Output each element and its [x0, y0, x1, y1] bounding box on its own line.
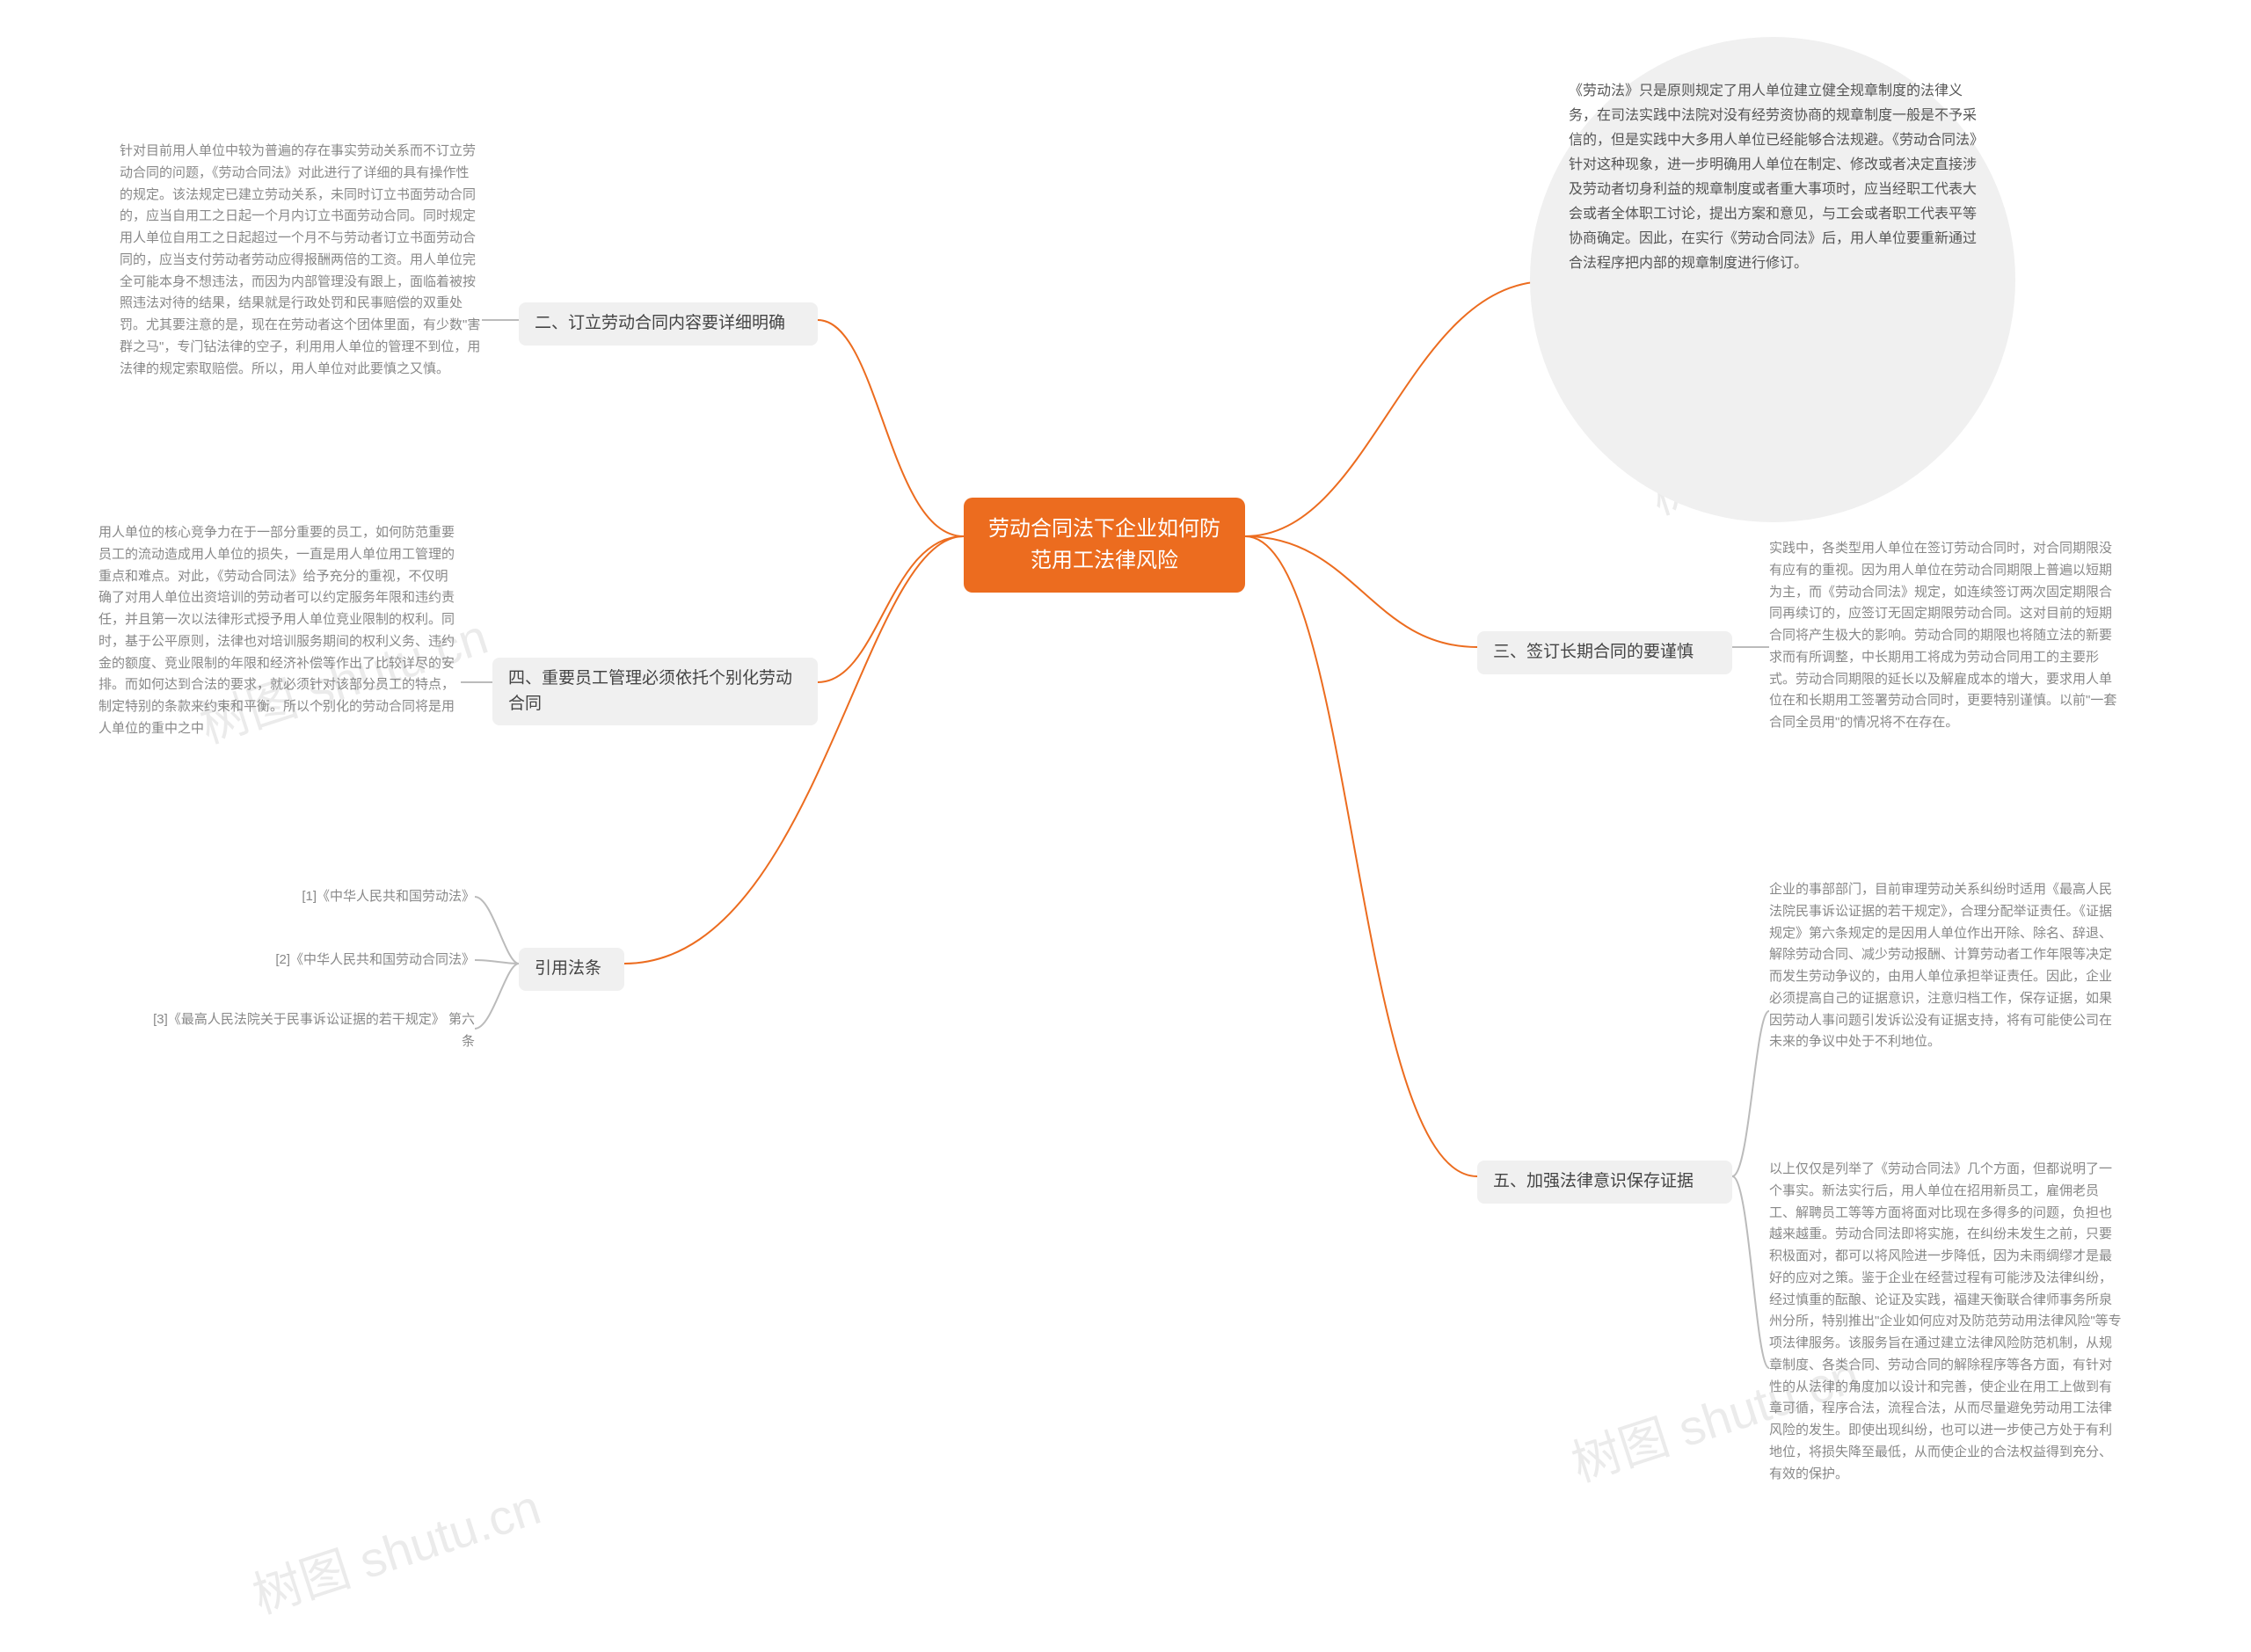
desc-key-employee: 用人单位的核心竞争力在于一部分重要的员工，如何防范重要员工的流动造成用人单位的损… — [98, 522, 461, 740]
branch-longterm-contract[interactable]: 三、签订长期合同的要谨慎 — [1477, 631, 1732, 674]
desc-contract-detail: 针对目前用人单位中较为普遍的存在事实劳动关系而不订立劳动合同的问题，《劳动合同法… — [120, 141, 482, 380]
branch-contract-detail[interactable]: 二、订立劳动合同内容要详细明确 — [519, 302, 818, 346]
branch-rules-circle[interactable]: 《劳动法》只是原则规定了用人单位建立健全规章制度的法律义务，在司法实践中法院对没… — [1530, 37, 2015, 522]
ref-item: [2]《中华人民共和国劳动合同法》 — [202, 950, 475, 972]
branch-legal-evidence[interactable]: 五、加强法律意识保存证据 — [1477, 1161, 1732, 1204]
ref-item: [3]《最高人民法院关于民事诉讼证据的若干规定》 第六条 — [148, 1009, 475, 1053]
watermark: 树图 shutu.cn — [243, 1468, 549, 1628]
branch-references[interactable]: 引用法条 — [519, 948, 624, 991]
center-topic[interactable]: 劳动合同法下企业如何防范用工法律风险 — [964, 498, 1245, 593]
desc-longterm-contract: 实践中，各类型用人单位在签订劳动合同时，对合同期限没有应有的重视。因为用人单位在… — [1769, 538, 2124, 734]
desc-legal-evidence-2: 以上仅仅是列举了《劳动合同法》几个方面，但都说明了一个事实。新法实行后，用人单位… — [1769, 1159, 2124, 1485]
desc-legal-evidence-1: 企业的事部部门，目前审理劳动关系纠纷时适用《最高人民法院民事诉讼证据的若干规定》… — [1769, 879, 2124, 1053]
branch-key-employee[interactable]: 四、重要员工管理必须依托个别化劳动合同 — [492, 658, 818, 725]
ref-item: [1]《中华人民共和国劳动法》 — [202, 886, 475, 908]
